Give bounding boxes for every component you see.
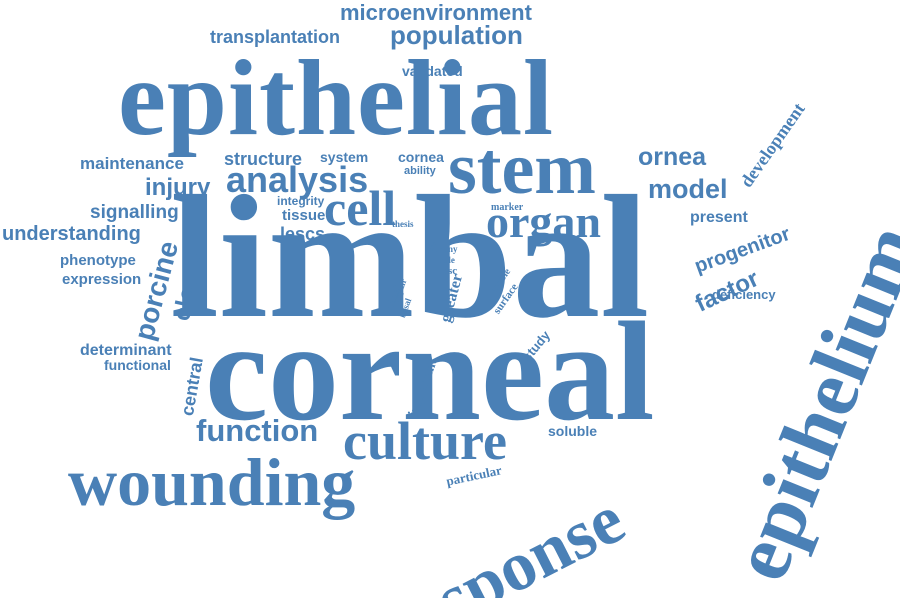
word-transplantation: transplantation (210, 27, 341, 47)
word-determinant: determinant (80, 342, 172, 359)
word-ability: ability (404, 165, 436, 177)
word-many: many (436, 244, 458, 254)
word-function: function (196, 413, 319, 448)
word-marker: marker (491, 202, 524, 213)
word-thesis: thesis (392, 219, 414, 229)
word-lescs: lescs (280, 224, 326, 244)
word-population: population (390, 20, 523, 50)
word-maintenance: maintenance (80, 154, 184, 173)
word-integrity: integrity (277, 194, 325, 208)
word-functional: functional (104, 357, 171, 373)
word-validated: validated (402, 63, 463, 79)
word-culture: culture (343, 411, 507, 471)
word-ornea: ornea (638, 143, 707, 171)
word-structure: structure (224, 149, 303, 169)
word-cornea: cornea (398, 149, 444, 165)
word-role: role (440, 255, 455, 265)
word-organ: organ (486, 196, 601, 247)
word-deficiency: deficiency (712, 287, 776, 302)
word-soluble: soluble (548, 423, 598, 439)
word-injury: injury (145, 174, 211, 201)
word-phenotype: phenotype (60, 252, 136, 269)
word-microenvironment: microenvironment (340, 0, 532, 25)
word-understanding: understanding (2, 223, 141, 245)
word-tissue: tissue (282, 207, 326, 224)
word-response: response (370, 480, 637, 598)
word-cell: cell (324, 180, 397, 236)
word-lesc: lesc (440, 265, 458, 277)
word-epithelial: epithelial (118, 39, 554, 158)
word-development: development (736, 99, 809, 191)
word-corneal: corneal (205, 292, 655, 450)
word-wounding: wounding (68, 444, 356, 520)
word-limbal: limbal (170, 160, 650, 355)
word-expression: expression (62, 271, 142, 288)
word-central: central (177, 355, 207, 418)
word-stem: stem (448, 128, 596, 210)
word-system: system (320, 149, 369, 165)
word-present: present (690, 209, 748, 226)
word-signalling: signalling (90, 202, 179, 223)
word-model: model (648, 174, 728, 204)
word-analysis: analysis (226, 159, 369, 200)
